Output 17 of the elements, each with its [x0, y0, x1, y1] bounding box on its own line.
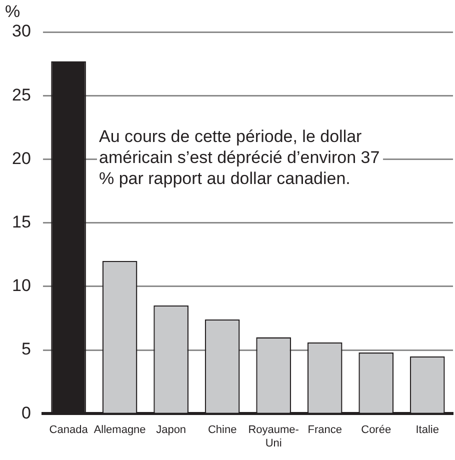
y-tick-label: 25 — [12, 85, 31, 104]
x-tick-label: France — [308, 424, 342, 436]
x-tick-label: Royaume-Uni — [248, 424, 300, 450]
x-tick-label: Canada — [49, 424, 89, 436]
y-axis-title: % — [5, 2, 20, 22]
y-tick-label: 10 — [12, 276, 31, 296]
x-tick-label: Allemagne — [94, 424, 146, 436]
y-tick-label: 5 — [21, 340, 31, 359]
x-tick-label: Chine — [208, 424, 237, 436]
annotation: Au cours de cette période, le dollar américain s’est déprécié d’environ 37 % par rapport au dollar canadien. — [99, 126, 381, 189]
x-tick-label: Corée — [361, 424, 392, 436]
y-tick-label: 0 — [21, 403, 31, 422]
y-tick-label: 15 — [12, 212, 31, 232]
x-tick-label: Japon — [156, 424, 186, 436]
y-tick-label: 20 — [12, 148, 31, 168]
x-tick-label: Italie — [416, 424, 439, 436]
y-tick-label: 30 — [12, 22, 31, 41]
